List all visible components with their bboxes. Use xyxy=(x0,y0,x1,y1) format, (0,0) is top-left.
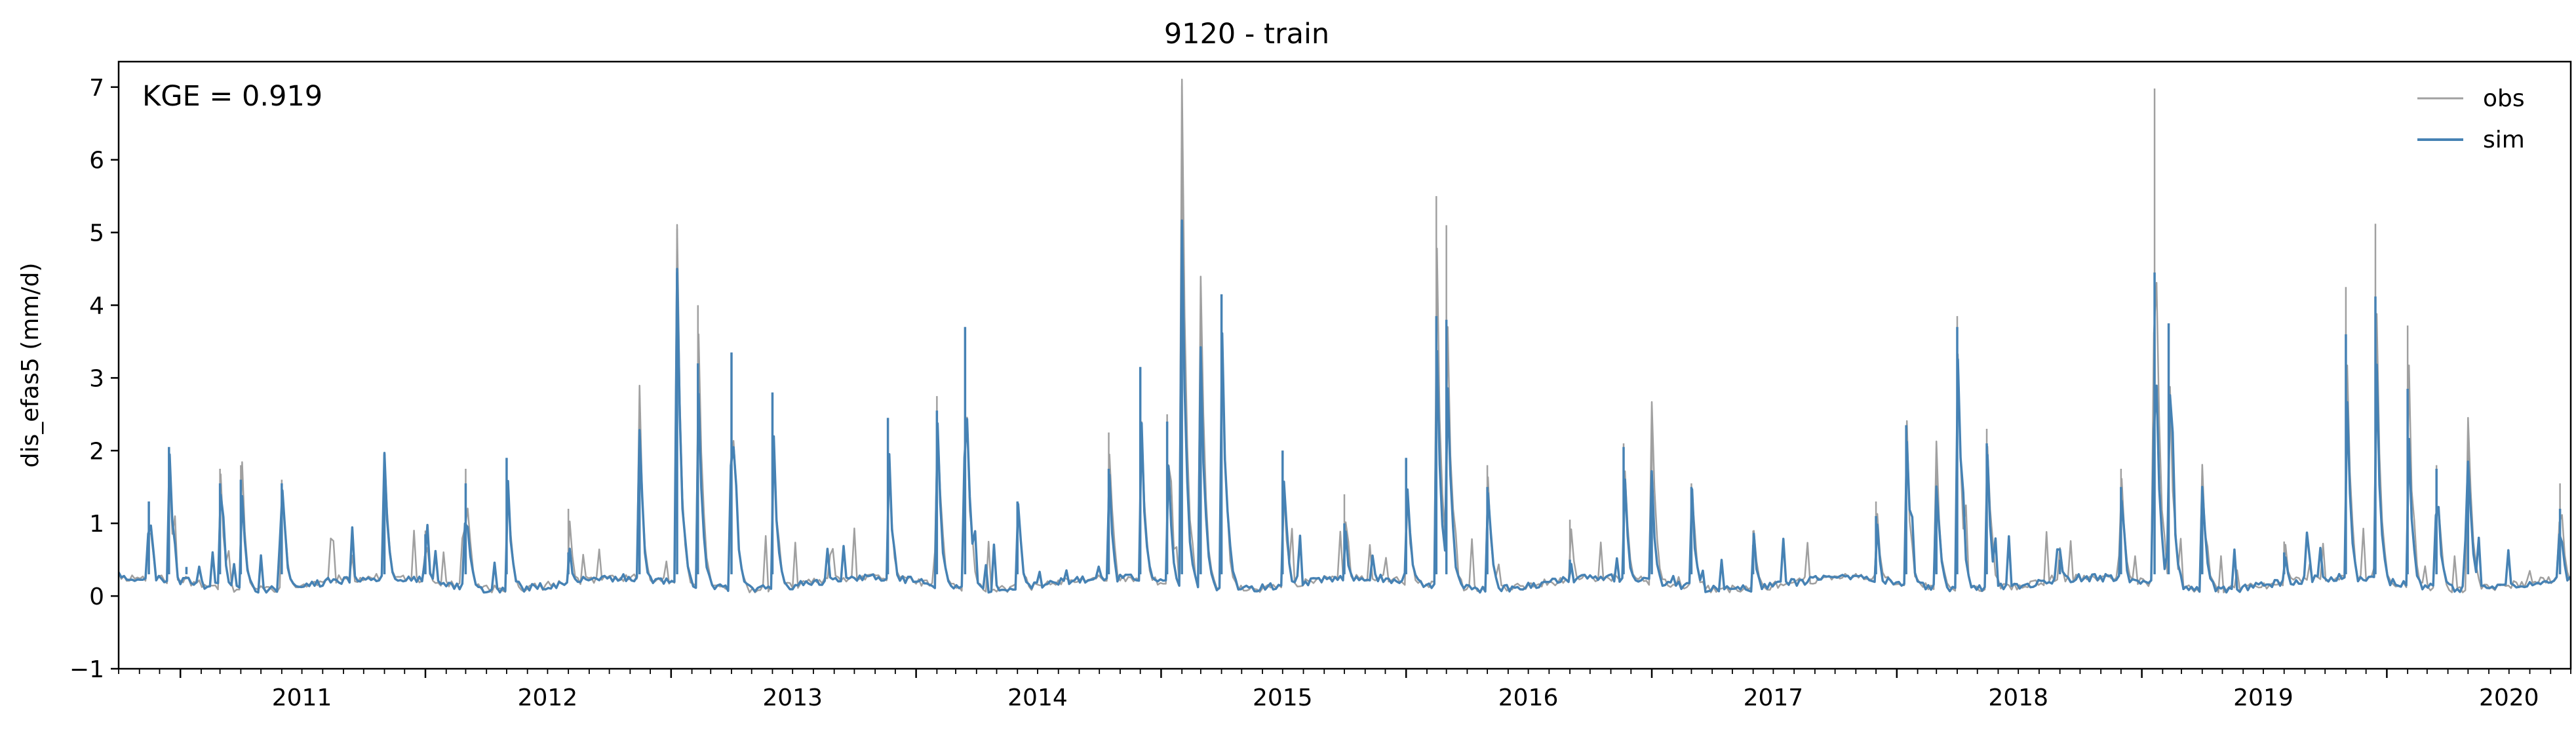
x-tick-label: 2014 xyxy=(1007,684,1068,711)
y-axis-label: dis_efas5 (mm/d) xyxy=(17,263,44,468)
y-tick-label: 6 xyxy=(89,148,104,174)
chart-title: 9120 - train xyxy=(1164,18,1329,50)
y-tick-label: 0 xyxy=(89,584,104,610)
legend-sim-label: sim xyxy=(2483,127,2525,153)
legend-obs-label: obs xyxy=(2483,85,2525,112)
x-tick-label: 2016 xyxy=(1498,684,1559,711)
legend: obs sim xyxy=(2417,85,2525,153)
x-tick-label: 2011 xyxy=(272,684,332,711)
series-layer xyxy=(119,79,2571,594)
x-axis: 2011 2012 2013 2014 2015 2016 2017 2018 2019 2020 xyxy=(118,669,2571,711)
x-tick-label: 2020 xyxy=(2479,684,2539,711)
y-tick-label: 2 xyxy=(89,438,104,465)
y-tick-label: −1 xyxy=(69,656,104,683)
x-tick-label: 2017 xyxy=(1744,684,1804,711)
x-tick-label: 2012 xyxy=(518,684,578,711)
x-tick-label: 2013 xyxy=(762,684,823,711)
y-tick-label: 7 xyxy=(89,75,104,102)
y-axis: −1 0 1 2 3 4 5 6 7 xyxy=(69,75,119,683)
series-sim xyxy=(119,219,2571,594)
y-tick-label: 5 xyxy=(89,220,104,247)
x-tick-label: 2015 xyxy=(1253,684,1313,711)
x-tick-label: 2019 xyxy=(2233,684,2293,711)
kge-annotation: KGE = 0.919 xyxy=(142,80,322,113)
y-tick-label: 1 xyxy=(89,511,104,538)
y-tick-label: 3 xyxy=(89,365,104,392)
y-tick-label: 4 xyxy=(89,293,104,320)
x-tick-label: 2018 xyxy=(1988,684,2048,711)
